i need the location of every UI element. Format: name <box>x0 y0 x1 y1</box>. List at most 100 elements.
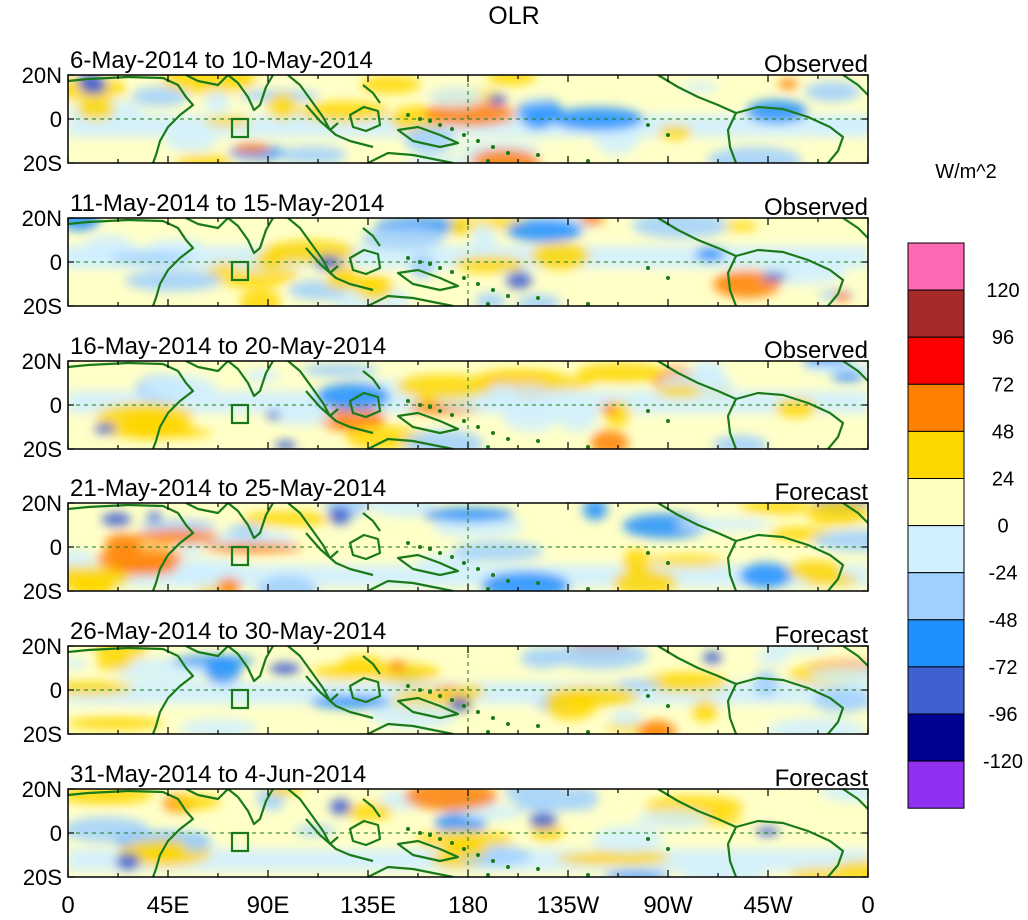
island <box>450 841 454 845</box>
lon-axis: 0 45E 90E 135E 180 135W 90W 45W 0 <box>61 892 874 919</box>
negative-anomaly <box>767 717 866 734</box>
colorbar-label: 48 <box>992 421 1014 443</box>
olr-anomaly-map <box>68 75 868 163</box>
map-panel: 16-May-2014 to 20-May-2014 Observed 20N 0 20… <box>22 333 869 462</box>
island <box>491 573 495 577</box>
coastline <box>185 646 229 658</box>
island <box>476 710 480 714</box>
island <box>491 716 495 720</box>
figure-title: OLR <box>488 2 540 30</box>
strong-positive-anomaly <box>600 403 618 414</box>
island <box>438 694 442 698</box>
strong-negative-anomaly <box>448 697 471 712</box>
island <box>506 865 510 869</box>
positive-anomaly <box>233 142 271 154</box>
negative-anomaly <box>813 529 868 552</box>
island <box>476 567 480 571</box>
lat-tick-label: 20S <box>23 865 62 890</box>
coastline <box>305 532 374 577</box>
coastline <box>367 865 454 877</box>
island <box>462 419 466 423</box>
olr-anomaly-map <box>68 503 868 591</box>
colorbar-swatch <box>907 666 965 715</box>
island <box>428 690 432 694</box>
coastline <box>362 512 381 532</box>
negative-anomaly <box>169 238 202 256</box>
coastline <box>287 789 339 846</box>
colorbar-label: -48 <box>989 610 1018 632</box>
positive-anomaly <box>241 511 331 527</box>
island <box>450 698 454 702</box>
positive-anomaly <box>646 555 727 568</box>
lat-tick-label: 20S <box>23 151 62 176</box>
positive-anomaly <box>68 716 164 730</box>
coastline <box>227 75 274 112</box>
positive-anomaly <box>204 116 253 127</box>
olr-anomaly-map <box>68 646 868 734</box>
positive-anomaly <box>787 559 843 581</box>
coastlines <box>68 646 868 734</box>
strong-negative-anomaly <box>755 827 780 836</box>
positive-anomaly <box>343 802 394 821</box>
island <box>491 859 495 863</box>
coastline <box>227 218 274 255</box>
island <box>491 145 495 149</box>
colorbar-swatch <box>907 572 965 621</box>
colorbar-swatch <box>907 478 965 527</box>
positive-anomaly <box>691 699 719 723</box>
coastline <box>348 676 382 704</box>
negative-anomaly <box>739 562 793 589</box>
olr-anomaly-map <box>68 218 868 306</box>
positive-anomaly <box>723 221 758 232</box>
coastline <box>227 789 274 826</box>
island <box>428 833 432 837</box>
negative-anomaly <box>745 99 808 124</box>
colorbar-swatch <box>907 619 965 668</box>
coastline <box>287 361 339 418</box>
island <box>646 694 650 698</box>
negative-anomaly <box>636 810 709 829</box>
coastline <box>726 112 738 163</box>
island <box>536 581 540 585</box>
strong-negative-anomaly <box>329 798 352 815</box>
lon-tick-label: 45E <box>147 892 190 919</box>
island <box>428 262 432 266</box>
negative-anomaly <box>632 218 730 239</box>
island <box>666 276 670 280</box>
negative-anomaly <box>682 82 719 92</box>
strong-negative-anomaly <box>275 440 296 449</box>
negative-anomaly <box>564 789 599 811</box>
island <box>646 123 650 127</box>
coastline <box>305 675 374 720</box>
strong-positive-anomaly <box>217 577 241 591</box>
island <box>536 153 540 157</box>
coastline <box>305 390 374 435</box>
island <box>586 302 590 306</box>
negative-anomaly <box>143 375 217 400</box>
negative-anomaly <box>131 86 190 107</box>
positive-anomaly <box>203 542 303 553</box>
negative-anomaly <box>550 646 649 670</box>
island <box>406 827 410 831</box>
colorbar-swatch <box>907 383 965 432</box>
negative-anomaly <box>277 145 348 163</box>
coastline <box>348 533 382 561</box>
coastline <box>68 503 195 591</box>
panel-date-range: 11-May-2014 to 15-May-2014 <box>70 190 384 217</box>
island <box>438 837 442 841</box>
negative-anomaly <box>165 134 217 152</box>
island <box>491 288 495 292</box>
colorbar-label: 0 <box>997 516 1008 538</box>
colorbar-swatch <box>907 430 965 479</box>
coastline <box>396 839 460 863</box>
negative-anomaly <box>707 146 802 163</box>
map-panel: 11-May-2014 to 15-May-2014 Observed 20N 0 20… <box>22 190 869 319</box>
negative-anomaly <box>516 294 562 306</box>
coastline <box>367 437 454 449</box>
coastline <box>735 391 845 449</box>
coastline <box>726 540 738 591</box>
island <box>536 439 540 443</box>
island <box>462 133 466 137</box>
island <box>586 445 590 449</box>
island <box>476 139 480 143</box>
